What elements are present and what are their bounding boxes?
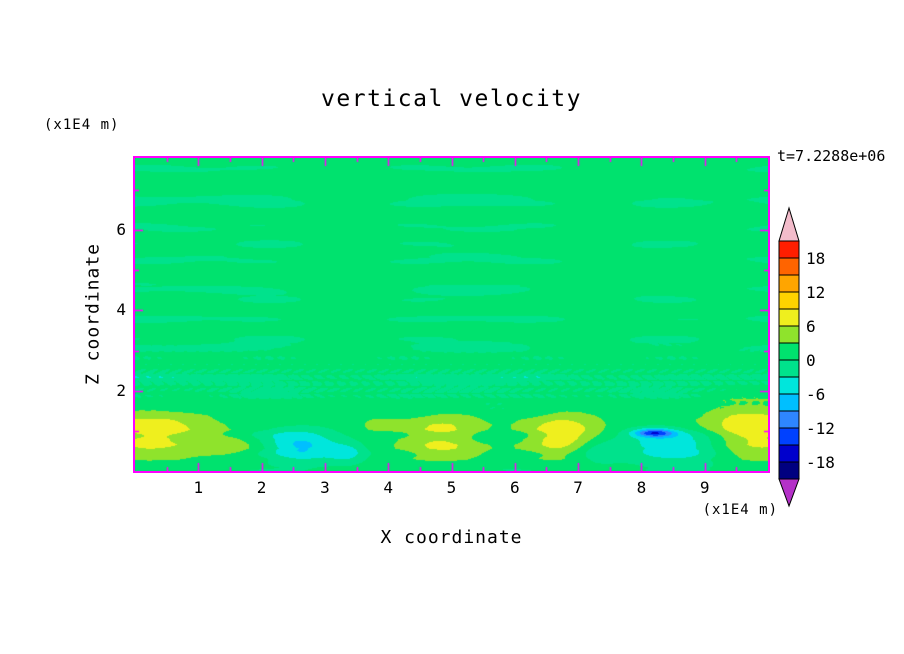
z-tick-label: 4 <box>116 300 126 320</box>
colorbar-over-arrow <box>778 206 800 242</box>
colorbar-label: 18 <box>806 249 826 268</box>
x-tick-label: 4 <box>383 478 393 497</box>
colorbar-segment <box>778 257 800 276</box>
colorbar-segment <box>778 444 800 463</box>
colorbar-segment <box>778 240 800 259</box>
colorbar-segment <box>778 308 800 327</box>
colorbar-label: 6 <box>806 317 816 336</box>
colorbar-label: -12 <box>806 419 835 438</box>
colorbar-label: -18 <box>806 453 835 472</box>
time-annotation: t=7.2288e+06 <box>777 147 886 165</box>
x-tick-label: 8 <box>636 478 647 497</box>
x-axis-title: X coordinate <box>380 527 523 548</box>
colorbar-label: 12 <box>806 283 826 302</box>
colorbar-label: -6 <box>806 385 826 404</box>
z-axis-unit-label: (x1E4 m) <box>44 117 120 133</box>
x-tick-label: 9 <box>699 478 710 497</box>
contour-field-canvas <box>135 158 768 471</box>
colorbar-segment <box>778 461 800 480</box>
x-tick-label: 3 <box>320 478 330 497</box>
plot-area <box>133 156 770 473</box>
colorbar-segment <box>778 291 800 310</box>
x-tick-label: 7 <box>573 478 583 497</box>
colorbar <box>778 206 800 508</box>
z-tick-label: 6 <box>116 220 126 240</box>
colorbar-segment <box>778 393 800 412</box>
x-tick-label: 1 <box>193 478 204 497</box>
colorbar-segment <box>778 274 800 293</box>
colorbar-label: 0 <box>806 351 816 370</box>
x-axis-unit-label: (x1E4 m) <box>702 502 778 518</box>
colorbar-segment <box>778 427 800 446</box>
colorbar-segment <box>778 376 800 395</box>
colorbar-under-arrow <box>778 478 800 508</box>
x-tick-label: 6 <box>509 478 520 497</box>
colorbar-segment <box>778 359 800 378</box>
z-tick-label: 2 <box>116 380 126 400</box>
x-tick-label: 2 <box>256 478 267 497</box>
colorbar-segment <box>778 410 800 429</box>
x-tick-label: 5 <box>446 478 457 497</box>
colorbar-segment <box>778 342 800 361</box>
colorbar-segment <box>778 325 800 344</box>
chart-title: vertical velocity <box>321 86 582 112</box>
